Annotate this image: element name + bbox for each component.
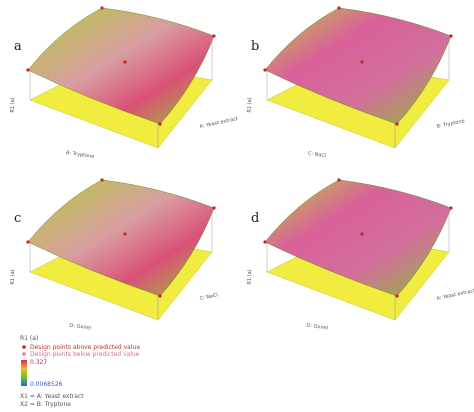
legend-below: Design points below predicted value	[30, 351, 140, 358]
design-point	[449, 206, 453, 210]
design-point	[360, 60, 364, 64]
design-point	[263, 240, 267, 244]
surface-mesh	[28, 8, 214, 124]
design-point	[123, 232, 127, 236]
legend-x2: X2 = B: Tryptone	[20, 401, 71, 408]
design-point	[26, 68, 30, 72]
design-point	[212, 34, 216, 38]
surface-plot: b R1 (a) C: NaCl B: Tryptone	[247, 6, 465, 159]
design-point	[449, 34, 453, 38]
legend-title: R1 (a)	[20, 335, 38, 342]
panel-letter: b	[251, 39, 259, 54]
design-point	[337, 6, 341, 10]
legend-high: 0.327	[30, 359, 47, 366]
design-point	[263, 68, 267, 72]
panels: a R1 (a) B: Tryptone A: Yeast extract b R1 (a…	[10, 6, 474, 331]
y-axis-label: A: Yeast extract	[199, 116, 238, 130]
legend-above: Design points above predicted value	[30, 344, 140, 351]
z-axis-label: R1 (a)	[247, 269, 253, 284]
panel-letter: d	[251, 211, 259, 226]
surface-mesh	[28, 180, 214, 296]
x-axis-label: D: Oxirel	[306, 323, 328, 332]
y-axis-label: A: Yeast extract	[436, 288, 474, 302]
design-point	[100, 6, 104, 10]
design-point	[360, 232, 364, 236]
legend-low: 0.0068526	[30, 381, 63, 388]
surface-plot: d R1 (a) D: Oxirel A: Yeast extract	[247, 178, 474, 331]
design-point	[337, 178, 341, 182]
design-point	[395, 122, 399, 126]
surface-mesh	[265, 180, 451, 296]
surface-plot: a R1 (a) B: Tryptone A: Yeast extract	[10, 6, 239, 160]
color-bar	[21, 360, 27, 386]
above-marker	[22, 345, 26, 349]
x-axis-label: B: Tryptone	[66, 150, 95, 160]
panel-letter: c	[14, 211, 21, 226]
z-axis-label: R1 (a)	[10, 269, 16, 284]
design-point	[123, 60, 127, 64]
x-axis-label: D: Oxirel	[69, 323, 91, 332]
design-point	[395, 294, 399, 298]
y-axis-label: B: Tryptone	[436, 118, 465, 130]
design-point	[212, 206, 216, 210]
design-point	[100, 178, 104, 182]
legend-x1: X1 = A: Yeast extract	[20, 393, 84, 400]
panel-letter: a	[14, 39, 22, 54]
y-axis-label: C: NaCl	[199, 292, 218, 302]
design-point	[158, 294, 162, 298]
design-point	[158, 122, 162, 126]
legend: R1 (a) Design points above predicted val…	[20, 335, 140, 408]
surface-mesh	[265, 8, 451, 124]
surface-plot: c R1 (a) D: Oxirel C: NaCl	[10, 178, 218, 331]
x-axis-label: C: NaCl	[308, 151, 327, 160]
below-marker	[22, 352, 26, 356]
z-axis-label: R1 (a)	[247, 97, 253, 112]
design-point	[26, 240, 30, 244]
z-axis-label: R1 (a)	[10, 97, 16, 112]
